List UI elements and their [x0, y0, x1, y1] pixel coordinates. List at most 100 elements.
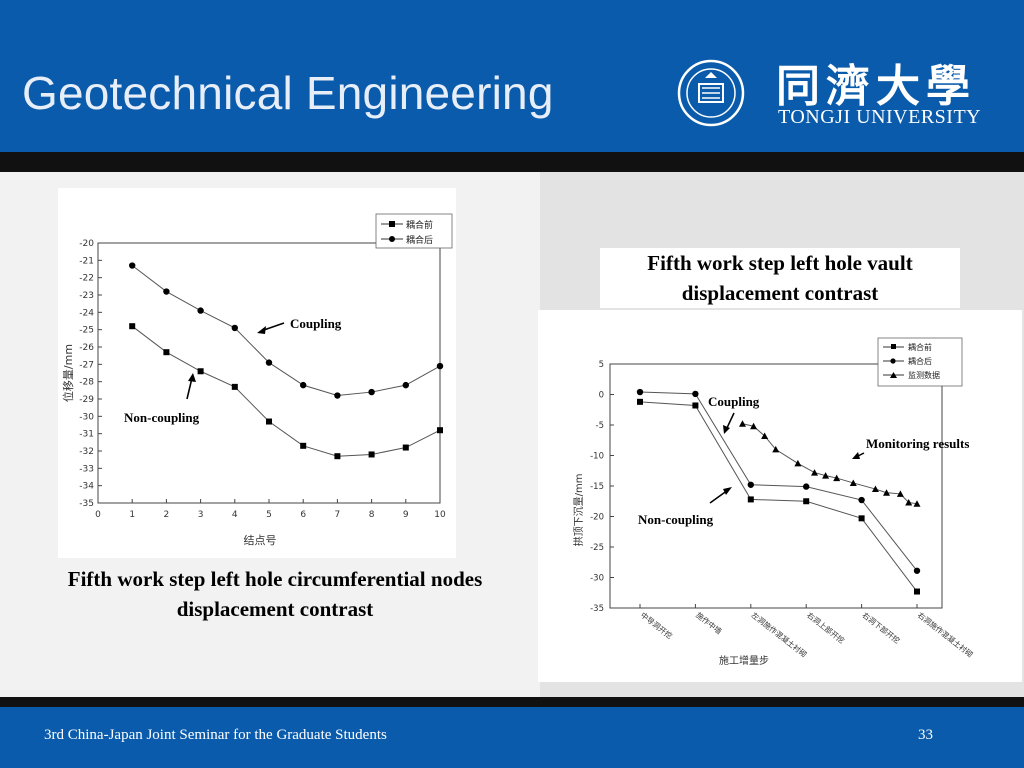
data-point	[402, 444, 409, 451]
data-point	[896, 490, 904, 497]
data-point	[163, 349, 170, 356]
x-tick-label: 7	[335, 510, 341, 520]
x-tick-label: 右洞下部开挖	[860, 610, 902, 646]
data-point	[231, 324, 238, 332]
y-tick-label: -30	[590, 574, 604, 584]
caption-right-chart: Fifth work step left hole vault displace…	[600, 248, 960, 308]
y-tick-label: -5	[596, 421, 604, 431]
series-line-after	[131, 265, 441, 397]
x-tick-label: 10	[434, 510, 446, 520]
legend-item-monitoring: 监测数据	[908, 370, 940, 380]
data-point	[871, 485, 879, 493]
y-tick-label: -10	[590, 452, 604, 462]
y-tick-label: 5	[599, 360, 604, 370]
university-name-chinese: 同濟大學	[776, 61, 976, 112]
data-point	[334, 453, 341, 460]
university-seal-icon	[677, 59, 745, 127]
y-tick-label: -26	[79, 343, 94, 353]
data-point	[163, 288, 170, 295]
legend-item-after: 耦合后	[908, 356, 932, 366]
y-tick-label: -31	[79, 430, 94, 440]
data-point	[334, 392, 341, 399]
y-tick-label: -32	[79, 447, 94, 457]
data-point	[811, 469, 819, 476]
data-point	[402, 381, 409, 389]
data-point	[300, 442, 307, 449]
caption-left-chart: Fifth work step left hole circumferentia…	[67, 567, 483, 621]
data-point	[692, 402, 699, 409]
x-tick-label: 中导洞开挖	[639, 610, 675, 641]
annotation-non-coupling: Non-coupling	[638, 512, 714, 527]
y-tick-label: -24	[79, 308, 94, 318]
data-point	[197, 368, 204, 375]
x-tick-label: 8	[369, 510, 375, 520]
x-tick-label: 6	[300, 510, 306, 520]
data-point	[883, 489, 891, 496]
x-tick-label: 1	[129, 510, 135, 520]
data-point	[905, 498, 913, 506]
data-point	[636, 388, 644, 396]
x-tick-label: 右洞上部开挖	[805, 610, 847, 646]
data-point	[794, 459, 802, 467]
x-tick-label: 9	[403, 510, 409, 520]
y-tick-label: -30	[79, 412, 94, 422]
data-point	[437, 427, 443, 434]
y-tick-label: -35	[590, 604, 604, 614]
x-tick-label: 施作中墙	[694, 610, 724, 637]
series-line-after	[639, 391, 918, 572]
data-point	[833, 474, 841, 482]
chart-axes-frame	[97, 242, 441, 504]
annotation-coupling: Coupling	[290, 316, 342, 331]
x-tick-label: 左洞施作混凝土衬砌	[750, 610, 809, 659]
x-tick-label: 4	[232, 510, 238, 520]
chart-panel-vault: 拱顶下沉量/mm 施工增量步 5 0 -5 -10 -15 -20 -25 -30 -35 中导…	[538, 310, 1022, 682]
data-point	[197, 307, 204, 314]
chart-panel-nodes: 位移量/mm 结点号 -20 -21 -22 -23 -24 -25 -26 -27 -28 -2…	[58, 188, 456, 558]
x-tick-label: 3	[198, 510, 204, 520]
y-tick-label: -27	[79, 360, 94, 370]
data-point	[129, 262, 136, 269]
data-point	[738, 420, 746, 427]
data-point	[858, 515, 865, 522]
annotation-monitoring: Monitoring results	[866, 436, 969, 451]
data-point	[231, 383, 238, 390]
data-point	[747, 496, 754, 503]
data-point	[368, 451, 375, 458]
university-name-english: TONGJI UNIVERSITY	[778, 106, 982, 128]
data-point	[761, 432, 769, 439]
data-point	[637, 398, 643, 405]
y-tick-label: -22	[79, 274, 94, 284]
data-point	[300, 381, 307, 389]
page-number: 33	[918, 727, 933, 743]
x-tick-label: 2	[164, 510, 170, 520]
data-point	[849, 479, 857, 486]
y-axis-title: 位移量/mm	[61, 344, 75, 402]
data-point	[692, 390, 699, 398]
y-tick-label: -35	[79, 499, 94, 509]
slide-title: Geotechnical Engineering	[22, 67, 554, 119]
y-tick-label: -15	[590, 482, 604, 492]
series-line-before	[131, 325, 441, 457]
data-point	[266, 418, 272, 425]
slide-footer: 3rd China-Japan Joint Seminar for the Gr…	[0, 707, 1024, 768]
data-point	[368, 388, 375, 396]
legend-item-before: 耦合前	[406, 219, 433, 231]
vault-displacement-chart: 拱顶下沉量/mm 施工增量步 5 0 -5 -10 -15 -20 -25 -30 -35 中导…	[572, 337, 975, 667]
legend-item-before: 耦合前	[908, 342, 932, 352]
footer-divider-band	[0, 697, 1024, 707]
data-point	[750, 422, 758, 430]
y-tick-label: -25	[590, 543, 604, 553]
data-point	[858, 496, 865, 504]
x-axis-title: 结点号	[244, 534, 277, 547]
y-tick-label: -33	[79, 464, 94, 474]
data-point	[913, 500, 921, 507]
y-tick-label: -28	[79, 378, 94, 388]
annotation-non-coupling: Non-coupling	[124, 410, 200, 425]
data-point	[822, 472, 830, 479]
data-point	[803, 498, 810, 505]
annotation-coupling: Coupling	[708, 394, 760, 409]
data-point	[803, 483, 810, 490]
y-tick-label: -29	[79, 395, 94, 405]
data-point	[436, 362, 444, 370]
header-divider-band	[0, 152, 1024, 172]
